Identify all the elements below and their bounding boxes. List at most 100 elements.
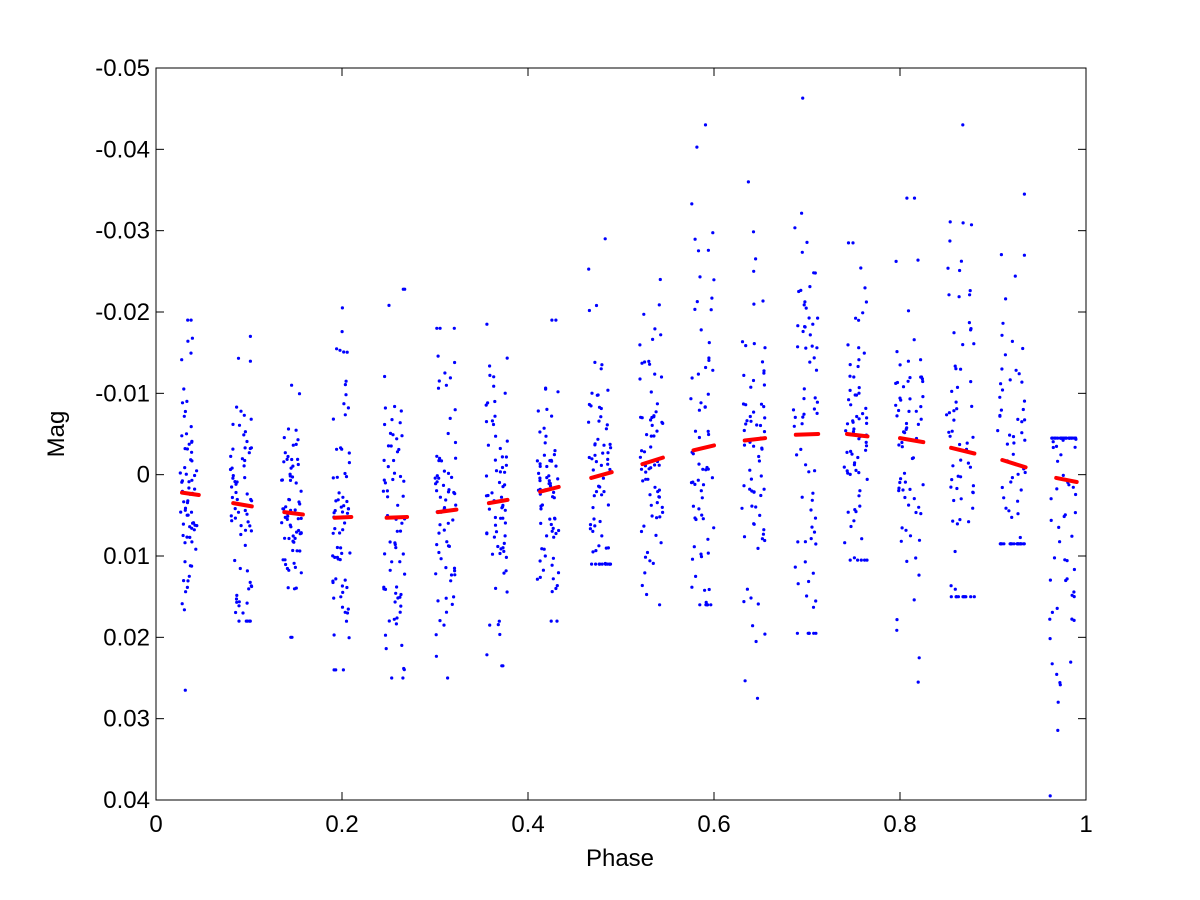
data-point <box>542 547 546 551</box>
data-point <box>501 505 505 509</box>
data-point <box>865 416 869 420</box>
data-point <box>904 421 909 426</box>
data-point <box>740 506 744 510</box>
data-point <box>899 539 903 543</box>
data-point <box>760 360 765 364</box>
data-point <box>796 324 800 328</box>
data-point <box>697 462 701 466</box>
data-point <box>592 517 596 521</box>
data-point <box>335 475 339 479</box>
data-point <box>907 503 911 507</box>
data-point <box>763 416 767 420</box>
data-point <box>402 666 406 671</box>
data-point <box>856 558 860 562</box>
data-point <box>504 555 508 560</box>
data-point <box>399 604 403 608</box>
data-point <box>231 422 235 426</box>
data-point <box>919 405 923 409</box>
data-point <box>971 506 975 510</box>
data-point <box>906 359 911 363</box>
data-point <box>491 422 496 427</box>
data-point <box>332 633 336 637</box>
data-point <box>334 499 338 503</box>
data-point <box>659 375 664 379</box>
data-point <box>596 437 600 441</box>
data-point <box>707 587 711 592</box>
data-point <box>804 346 808 350</box>
data-point <box>538 559 542 563</box>
data-point <box>392 471 397 475</box>
data-point <box>551 495 555 499</box>
data-point <box>643 360 647 364</box>
data-point <box>858 489 862 493</box>
data-point <box>393 600 397 604</box>
data-point <box>296 517 300 521</box>
data-point <box>807 316 811 320</box>
data-point <box>394 591 398 595</box>
data-point <box>590 562 594 566</box>
data-point <box>642 524 646 528</box>
data-point <box>966 461 971 465</box>
data-point <box>237 600 241 604</box>
data-point <box>248 619 252 623</box>
data-point <box>398 610 402 614</box>
data-point <box>346 406 350 410</box>
data-point <box>395 585 399 589</box>
data-point <box>1023 438 1027 442</box>
fit-segment <box>640 455 665 467</box>
data-point <box>793 226 797 230</box>
fit-segment <box>384 515 410 520</box>
data-point <box>229 514 233 518</box>
data-point <box>187 574 191 578</box>
data-point <box>593 360 597 364</box>
fit-segment <box>1000 458 1028 470</box>
data-point <box>802 397 806 401</box>
data-point <box>690 376 694 380</box>
data-point <box>545 534 549 538</box>
data-point <box>854 468 858 472</box>
data-point <box>230 495 234 500</box>
data-point <box>902 430 906 434</box>
data-point <box>653 372 657 376</box>
data-point <box>748 414 752 419</box>
data-point <box>912 196 917 200</box>
data-point <box>241 611 245 615</box>
data-point <box>335 347 339 351</box>
data-point <box>333 527 337 531</box>
data-point <box>484 494 489 498</box>
data-point <box>446 521 450 525</box>
data-point <box>598 519 602 524</box>
data-point <box>707 356 711 360</box>
data-point <box>343 521 347 525</box>
data-point <box>1000 333 1004 337</box>
data-point <box>1021 407 1025 412</box>
data-point <box>383 587 388 592</box>
data-point <box>793 565 797 569</box>
data-point <box>487 507 491 511</box>
data-point <box>187 480 191 484</box>
fit-segment <box>949 445 977 456</box>
data-point <box>689 397 693 401</box>
data-point <box>437 379 441 383</box>
data-point <box>496 623 500 627</box>
data-point <box>233 507 237 511</box>
data-point <box>898 480 902 485</box>
data-point <box>699 489 703 493</box>
data-point <box>182 414 186 418</box>
data-point <box>606 462 610 466</box>
data-point <box>953 364 957 368</box>
data-point <box>597 544 601 548</box>
data-point <box>754 257 758 261</box>
data-point <box>552 453 557 457</box>
data-point <box>712 526 716 530</box>
data-point <box>654 533 658 538</box>
data-point <box>606 503 611 507</box>
data-point <box>1008 433 1012 437</box>
data-point <box>894 403 898 407</box>
data-point <box>298 549 302 553</box>
data-point <box>179 510 183 514</box>
data-point <box>710 296 714 300</box>
data-point <box>600 534 604 538</box>
ticks-layer: 0 0.2 0.4 0.6 0.8 1 -0.05 -0.04 -0.03 -0.02 -0.01 0… <box>95 55 1092 838</box>
data-point <box>235 497 239 502</box>
